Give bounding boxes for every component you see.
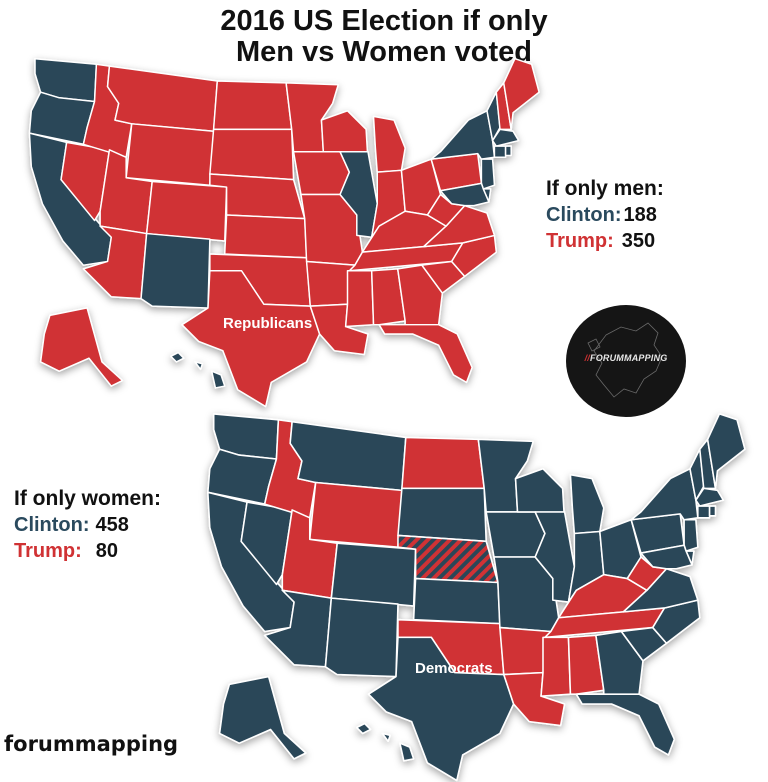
men-state-nd [212, 80, 293, 131]
women-state-ia [485, 511, 546, 558]
women-trump-label: Trump: [14, 540, 82, 562]
men-state-ct [493, 145, 507, 159]
men-state-co [145, 180, 228, 242]
men-state-ak [39, 307, 124, 387]
men-state-wy [125, 123, 215, 186]
women-map [200, 410, 749, 782]
men-state-ks [223, 214, 308, 259]
men-state-md [439, 182, 490, 207]
men-results-legend: If only men: Clinton: 188 Trump: 350 [546, 176, 664, 254]
women-clinton-label: Clinton: [14, 514, 90, 536]
women-map-label: Democrats [415, 660, 493, 677]
men-trump-label: Trump: [546, 230, 614, 252]
women-state-ri [708, 505, 717, 517]
men-state-al [370, 268, 406, 326]
men-trump-votes: 350 [621, 230, 656, 252]
women-state-nj [683, 518, 699, 552]
women-state-mt [289, 420, 407, 492]
women-state-sd [397, 487, 487, 543]
men-state-nj [480, 158, 496, 190]
women-state-hi [356, 722, 415, 762]
women-state-il [534, 511, 576, 603]
women-state-nd [401, 436, 485, 490]
men-state-ms [344, 270, 375, 328]
men-clinton-label: Clinton: [546, 204, 622, 226]
women-state-md [640, 544, 693, 570]
women-trump-votes: 80 [95, 540, 119, 562]
title-line-2: Men vs Women voted [236, 36, 532, 68]
women-state-ny [630, 468, 699, 521]
men-state-fl [378, 323, 473, 384]
forummapping-logo-badge: //FORUMMAPPING [566, 305, 686, 417]
women-state-me [706, 413, 746, 490]
women-state-al [567, 634, 605, 695]
men-heading: If only men: [546, 177, 664, 200]
page-title: 2016 US Election if only Men vs Women vo… [0, 6, 768, 68]
men-state-tx [181, 270, 321, 408]
men-state-me [502, 57, 540, 131]
men-state-mt [106, 65, 219, 133]
men-state-ri [504, 145, 512, 157]
men-state-mi [372, 115, 406, 173]
women-state-co [330, 542, 417, 607]
women-state-ct [697, 505, 711, 519]
men-state-il [339, 150, 378, 239]
men-state-nc [450, 234, 498, 278]
men-map-label: Republicans [223, 315, 313, 332]
women-state-nm [324, 597, 399, 678]
badge-text: //FORUMMAPPING [584, 353, 668, 363]
men-clinton-votes: 188 [623, 204, 657, 226]
men-state-ma [491, 128, 520, 147]
women-state-nc [651, 599, 701, 645]
women-state-wy [308, 481, 403, 548]
men-state-sd [209, 128, 295, 181]
women-heading: If only women: [14, 487, 161, 510]
women-state-ms [540, 636, 572, 697]
title-line-1: 2016 US Election if only [220, 5, 548, 37]
men-state-hi [170, 351, 226, 389]
women-state-ak [218, 675, 307, 760]
men-state-ia [292, 150, 351, 196]
men-map [22, 55, 543, 408]
women-state-ma [695, 487, 725, 507]
men-state-ny [430, 110, 496, 160]
women-state-ks [412, 577, 501, 625]
europe-outline-icon [587, 322, 663, 398]
men-state-nm [140, 232, 211, 309]
watermark: forummapping [4, 732, 179, 756]
women-results-legend: If only women: Clinton: 458 Trump: 80 [14, 486, 161, 564]
women-clinton-votes: 458 [95, 514, 129, 536]
women-state-fl [575, 693, 676, 756]
women-state-mi [569, 473, 605, 535]
